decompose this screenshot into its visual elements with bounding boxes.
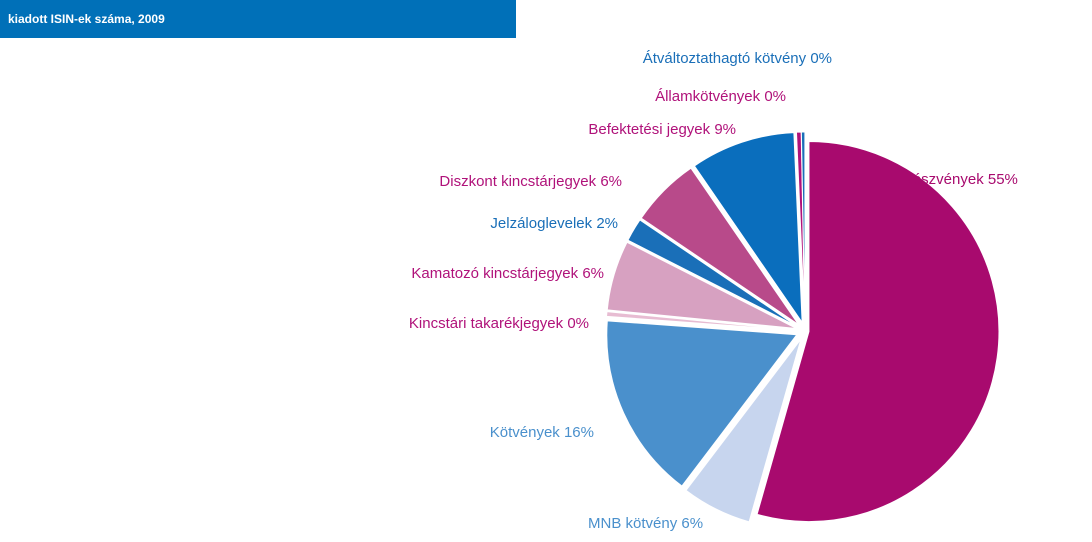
- slice-label: Befektetési jegyek 9%: [588, 121, 736, 138]
- slice-label: Diszkont kincstárjegyek 6%: [439, 173, 622, 190]
- slice-name: MNB kötvény: [588, 515, 678, 532]
- slice-name: Kamatozó kincstárjegyek: [411, 265, 578, 282]
- slice-name: Államkötvények: [655, 88, 761, 105]
- slice-value: 2%: [596, 215, 618, 232]
- slice-value: 9%: [714, 121, 736, 138]
- pie-slice: [606, 320, 798, 487]
- slice-label: Kincstári takarékjegyek 0%: [409, 315, 589, 332]
- slice-name: Kötvények: [490, 424, 561, 441]
- slice-name: Részvények: [902, 171, 984, 188]
- slice-label: Kamatozó kincstárjegyek 6%: [411, 265, 604, 282]
- slice-name: Kincstári takarékjegyek: [409, 315, 564, 332]
- slice-value: 6%: [582, 265, 604, 282]
- pie-slice: [606, 241, 797, 329]
- slice-value: 6%: [600, 173, 622, 190]
- slice-name: Jelzáloglevelek: [490, 215, 592, 232]
- pie-slice: [800, 131, 806, 323]
- slice-value: 0%: [810, 50, 832, 67]
- pie-slice: [756, 141, 1000, 522]
- slice-name: Diszkont kincstárjegyek: [439, 173, 596, 190]
- slice-label: Államkötvények 0%: [655, 88, 786, 105]
- slice-value: 55%: [988, 171, 1018, 188]
- slice-value: 0%: [567, 315, 589, 332]
- pie-slice: [606, 311, 797, 331]
- slice-label: Részvények 55%: [902, 171, 1018, 188]
- slice-value: 16%: [564, 424, 594, 441]
- slice-label: MNB kötvény 6%: [588, 515, 703, 532]
- title-bar: [0, 0, 516, 38]
- slice-label: Kötvények 16%: [490, 424, 594, 441]
- slice-label: Jelzáloglevelek 2%: [490, 215, 618, 232]
- pie-slice: [693, 132, 803, 325]
- pie-slice: [627, 219, 798, 327]
- chart-title: kiadott ISIN-ek száma, 2009: [8, 12, 165, 26]
- pie-slice: [640, 167, 800, 326]
- slice-label: Átváltoztathagtó kötvény 0%: [643, 50, 832, 67]
- pie-slice: [685, 338, 802, 523]
- slice-name: Befektetési jegyek: [588, 121, 710, 138]
- slice-name: Átváltoztathagtó kötvény: [643, 50, 807, 67]
- slice-value: 0%: [764, 88, 786, 105]
- slice-value: 6%: [681, 515, 703, 532]
